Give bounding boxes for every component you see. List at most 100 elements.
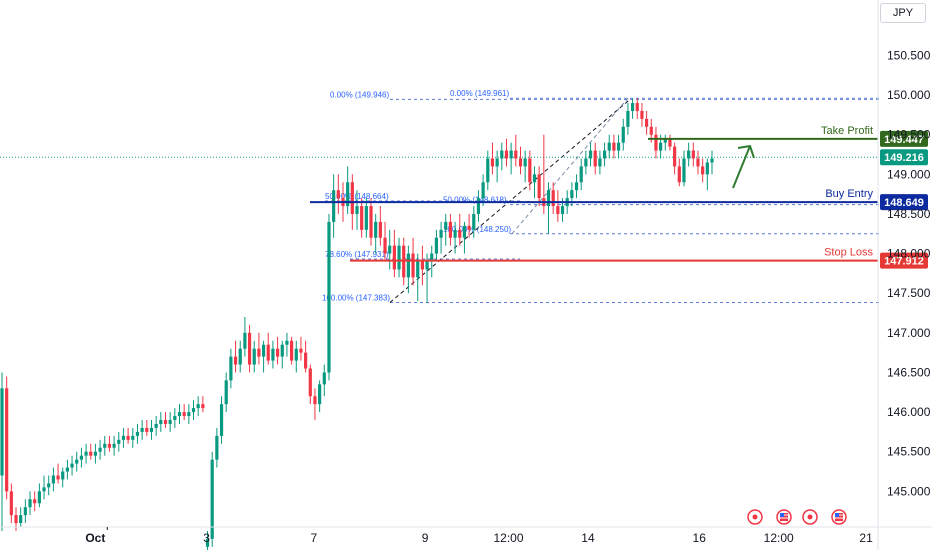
candle (252, 340, 256, 373)
candle (705, 158, 709, 191)
candle (159, 412, 163, 432)
level-price-tag (880, 194, 928, 211)
candle (70, 455, 74, 476)
candle (75, 451, 79, 472)
candle (19, 507, 23, 527)
candle (131, 427, 135, 448)
candle (486, 150, 490, 191)
time-tick-label: 9 (422, 531, 429, 545)
time-tick-label: 21 (859, 531, 873, 545)
fib-label-left: 0.00% (149.946) (330, 90, 389, 99)
candle (112, 435, 116, 456)
candle (261, 340, 266, 373)
price-tick-label: 146.000 (887, 405, 931, 419)
candle (98, 439, 102, 460)
candle (472, 206, 476, 238)
candle (602, 142, 607, 167)
candle (448, 213, 453, 246)
level-price-text: 149.447 (884, 134, 924, 146)
candle (556, 190, 560, 222)
candle (257, 332, 261, 365)
candle (332, 174, 336, 238)
candle (696, 150, 700, 175)
up-arrow-icon (732, 145, 755, 189)
candle (126, 427, 130, 444)
candle (364, 198, 368, 238)
candle (607, 134, 611, 159)
candle (383, 221, 387, 262)
candle (532, 166, 537, 199)
price-tick-label: 146.500 (887, 365, 931, 379)
candle (37, 483, 41, 508)
us-flag-icon[interactable] (776, 509, 792, 525)
candle (154, 416, 158, 436)
candle (229, 348, 233, 389)
jp-flag-icon[interactable] (802, 509, 818, 525)
candle (388, 229, 392, 270)
candle (5, 376, 9, 500)
candle (336, 174, 340, 214)
last-price-text: 149.216 (884, 152, 924, 164)
candle (420, 245, 424, 286)
event-markers (747, 509, 847, 525)
candle (546, 182, 551, 234)
fib-lines: 0.00% (149.946)50.00% (148.664)78.60% (1… (0, 89, 880, 303)
candles (0, 98, 714, 550)
candle (0, 372, 4, 531)
candle (79, 447, 84, 468)
candle (84, 443, 88, 464)
candle (514, 134, 518, 167)
candle (107, 435, 112, 452)
time-axis[interactable]: Oct 3 7 9 12:00 14 16 12:00 21 (0, 526, 932, 545)
candle (397, 237, 401, 278)
candle (392, 229, 396, 278)
price-tick-label: 149.000 (887, 167, 931, 181)
candle (355, 190, 359, 230)
candle (677, 158, 681, 187)
candle (640, 103, 644, 127)
candle (299, 336, 303, 361)
candle (275, 336, 280, 365)
candle (369, 198, 373, 246)
candle (406, 245, 410, 294)
time-tick-label: 12:00 (764, 531, 794, 545)
candle (626, 103, 630, 135)
jp-flag-icon[interactable] (747, 509, 763, 525)
candle (308, 364, 312, 405)
fib-trend-line (511, 97, 629, 235)
candle (462, 221, 467, 254)
candle (285, 332, 289, 357)
candle (201, 396, 205, 413)
candle (551, 182, 555, 214)
candle (518, 146, 523, 175)
candle (47, 475, 51, 496)
candle (135, 423, 140, 444)
candle (224, 372, 228, 413)
candle (593, 142, 597, 175)
candle (635, 98, 639, 119)
candle (318, 380, 322, 413)
level-price-text: 147.912 (884, 256, 924, 268)
price-axis[interactable]: 145.000 145.500 146.000 146.500 147.000 147.5… (877, 0, 931, 550)
candle (495, 150, 499, 183)
price-levels: Take Profit 149.447 Buy Entry 148.649 Stop L… (310, 125, 928, 269)
candle (177, 404, 182, 424)
candle (528, 150, 532, 191)
candle (500, 142, 504, 171)
candle (523, 150, 527, 183)
candle (645, 110, 649, 135)
price-tick-label: 150.000 (887, 88, 931, 102)
fib-label-right: 0.00% (149.961) (450, 89, 509, 98)
us-flag-icon[interactable] (831, 509, 847, 525)
currency-badge[interactable]: JPY (880, 3, 926, 23)
candle (378, 206, 382, 246)
candle (280, 340, 284, 369)
candle (537, 166, 541, 207)
candle (687, 142, 691, 167)
candle (453, 221, 457, 254)
candle (322, 364, 326, 397)
candle (668, 134, 672, 151)
candle (191, 400, 196, 421)
candle (182, 404, 186, 421)
